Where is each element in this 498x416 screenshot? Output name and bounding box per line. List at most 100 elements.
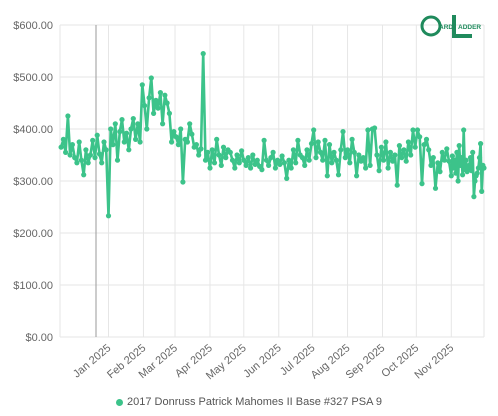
data-point[interactable] xyxy=(311,127,317,133)
data-point[interactable] xyxy=(193,142,199,148)
data-point[interactable] xyxy=(63,149,69,155)
data-point[interactable] xyxy=(232,165,238,171)
data-point[interactable] xyxy=(146,95,152,101)
data-point[interactable] xyxy=(313,155,319,161)
data-point[interactable] xyxy=(446,158,452,164)
data-point[interactable] xyxy=(121,139,127,145)
data-point[interactable] xyxy=(288,165,294,171)
data-point[interactable] xyxy=(74,160,80,166)
data-point[interactable] xyxy=(470,149,476,155)
data-point[interactable] xyxy=(456,143,462,149)
data-point[interactable] xyxy=(239,148,245,154)
data-point[interactable] xyxy=(236,160,242,166)
data-point[interactable] xyxy=(458,155,464,161)
data-point[interactable] xyxy=(461,127,467,133)
data-point[interactable] xyxy=(90,137,96,143)
data-point[interactable] xyxy=(139,82,145,88)
data-point[interactable] xyxy=(110,142,116,148)
data-point[interactable] xyxy=(345,147,351,153)
data-point[interactable] xyxy=(171,129,177,135)
data-point[interactable] xyxy=(463,157,469,163)
data-point[interactable] xyxy=(76,139,82,145)
data-point[interactable] xyxy=(304,147,310,153)
data-point[interactable] xyxy=(157,90,163,96)
data-point[interactable] xyxy=(261,137,267,143)
data-point[interactable] xyxy=(439,149,445,155)
data-point[interactable] xyxy=(155,105,161,111)
data-point[interactable] xyxy=(209,147,215,153)
data-point[interactable] xyxy=(376,168,382,174)
data-point[interactable] xyxy=(472,178,478,184)
data-point[interactable] xyxy=(128,126,134,132)
data-point[interactable] xyxy=(356,152,362,158)
data-point[interactable] xyxy=(295,137,301,143)
data-point[interactable] xyxy=(394,182,400,188)
data-point[interactable] xyxy=(354,173,360,179)
data-point[interactable] xyxy=(259,167,265,173)
data-point[interactable] xyxy=(290,147,296,153)
data-point[interactable] xyxy=(114,157,121,163)
data-point[interactable] xyxy=(392,152,398,158)
data-point[interactable] xyxy=(399,155,405,161)
data-point[interactable] xyxy=(99,160,105,166)
data-point[interactable] xyxy=(396,143,402,149)
data-point[interactable] xyxy=(466,162,472,168)
data-point[interactable] xyxy=(169,139,175,145)
data-point[interactable] xyxy=(293,160,299,166)
data-point[interactable] xyxy=(448,173,454,179)
data-point[interactable] xyxy=(453,170,459,176)
data-point[interactable] xyxy=(449,153,455,159)
data-point[interactable] xyxy=(387,149,393,155)
data-point[interactable] xyxy=(306,157,312,163)
data-point[interactable] xyxy=(67,152,73,158)
data-point[interactable] xyxy=(94,132,100,138)
data-point[interactable] xyxy=(414,127,421,133)
data-point[interactable] xyxy=(254,157,260,163)
data-point[interactable] xyxy=(365,127,371,133)
data-point[interactable] xyxy=(137,139,143,145)
data-point[interactable] xyxy=(229,157,236,163)
data-point[interactable] xyxy=(460,172,466,178)
data-point[interactable] xyxy=(299,155,305,161)
data-point[interactable] xyxy=(166,110,172,116)
data-point[interactable] xyxy=(92,155,98,161)
data-point[interactable] xyxy=(105,213,112,219)
data-point[interactable] xyxy=(198,146,204,152)
data-point[interactable] xyxy=(275,157,281,163)
data-point[interactable] xyxy=(263,157,269,163)
data-point[interactable] xyxy=(148,75,154,81)
data-point[interactable] xyxy=(333,157,339,163)
data-point[interactable] xyxy=(241,157,247,163)
data-point[interactable] xyxy=(408,152,414,158)
data-point[interactable] xyxy=(207,165,213,171)
data-point[interactable] xyxy=(112,121,118,127)
data-point[interactable] xyxy=(331,149,337,155)
data-point[interactable] xyxy=(96,151,103,157)
data-point[interactable] xyxy=(151,110,157,116)
data-point[interactable] xyxy=(103,147,109,153)
data-point[interactable] xyxy=(85,160,91,166)
data-point[interactable] xyxy=(270,149,276,155)
data-point[interactable] xyxy=(243,162,249,168)
data-point[interactable] xyxy=(60,136,66,142)
data-point[interactable] xyxy=(173,134,179,140)
data-point[interactable] xyxy=(196,152,202,158)
data-point[interactable] xyxy=(452,157,458,163)
data-point[interactable] xyxy=(324,173,330,179)
data-point[interactable] xyxy=(220,144,227,150)
data-point[interactable] xyxy=(144,126,150,132)
data-point[interactable] xyxy=(281,160,287,166)
data-point[interactable] xyxy=(308,141,315,147)
data-point[interactable] xyxy=(444,146,450,152)
data-point[interactable] xyxy=(223,155,229,161)
data-point[interactable] xyxy=(302,162,308,168)
data-point[interactable] xyxy=(83,147,89,153)
data-point[interactable] xyxy=(180,179,186,185)
data-point[interactable] xyxy=(58,144,64,150)
data-point[interactable] xyxy=(478,141,484,147)
data-point[interactable] xyxy=(250,152,256,158)
data-point[interactable] xyxy=(178,126,184,132)
data-point[interactable] xyxy=(279,153,285,159)
data-point[interactable] xyxy=(435,160,441,166)
data-point[interactable] xyxy=(272,165,278,171)
